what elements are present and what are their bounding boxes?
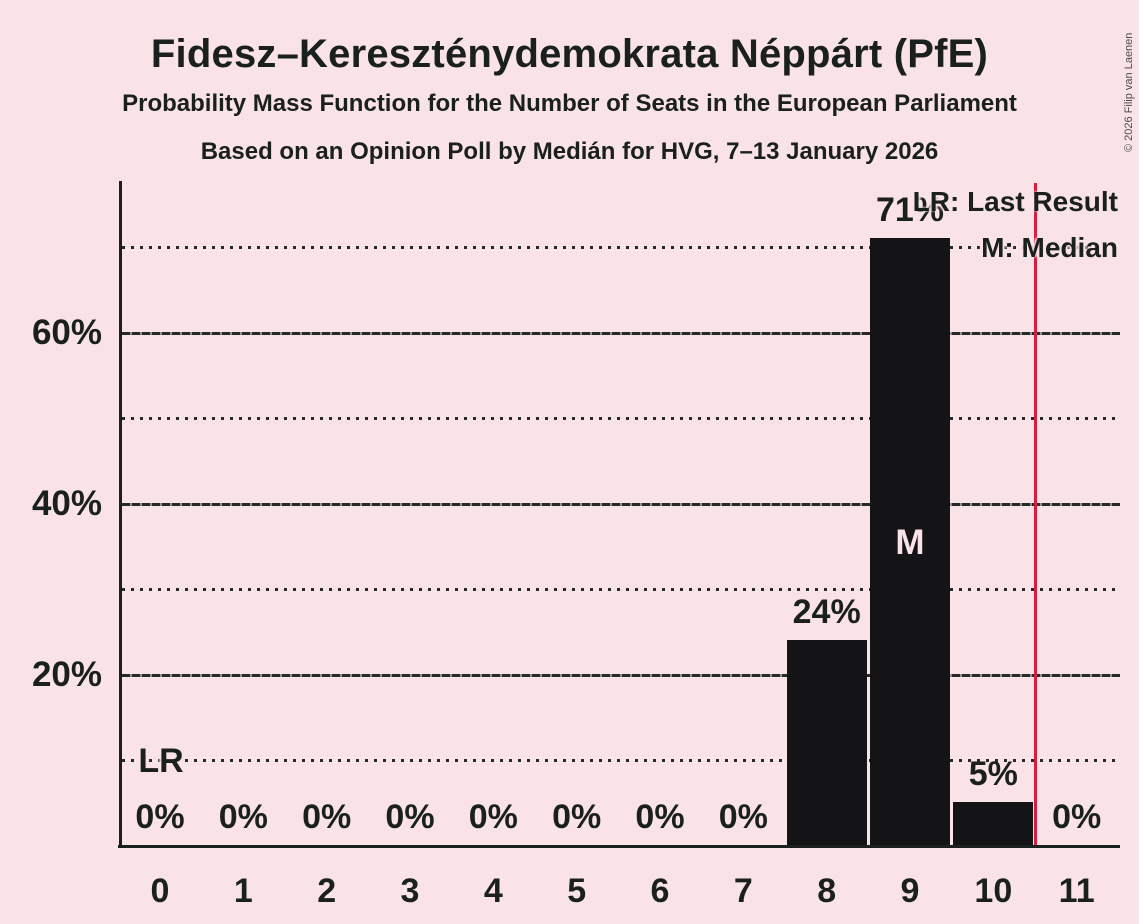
gridline-dotted-70 (122, 246, 1120, 249)
x-tick-label-9: 9 (900, 872, 920, 910)
copyright-notice: © 2026 Filip van Laenen (1123, 32, 1135, 152)
bar-value-label-10: 5% (968, 755, 1018, 794)
gridline-dotted-10 (122, 759, 1120, 762)
bar-seats-10 (953, 802, 1034, 846)
x-tick-label-6: 6 (650, 872, 670, 910)
last-result-marker-label: LR (138, 742, 184, 780)
legend-last-result: LR: Last Result (912, 186, 1118, 217)
chart-title: Fidesz–Kereszténydemokrata Néppárt (PfE) (150, 32, 989, 76)
gridline-solid-60 (122, 331, 1120, 335)
poll-info-line: Based on an Opinion Poll by Medián for H… (200, 138, 939, 165)
legend-median: M: Median (981, 232, 1118, 263)
bar-value-label-9: 71% (875, 190, 945, 229)
bar-value-label-3: 0% (385, 798, 435, 836)
last-result-line (1033, 183, 1037, 846)
x-tick-label-0: 0 (150, 872, 170, 910)
gridline-dotted-50 (122, 417, 1120, 420)
x-tick-label-4: 4 (483, 872, 503, 910)
bar-value-label-4: 0% (468, 798, 518, 836)
x-tick-label-1: 1 (233, 872, 253, 910)
bar-seats-9 (870, 237, 950, 846)
x-tick-label-5: 5 (567, 872, 587, 910)
y-axis-line (119, 181, 122, 848)
x-tick-label-10: 10 (974, 872, 1013, 910)
median-marker-label: M (895, 523, 925, 562)
x-tick-label-2: 2 (317, 872, 337, 910)
gridline-solid-20 (122, 673, 1120, 677)
bar-value-label-5: 0% (552, 798, 602, 836)
y-tick-label-60%: 60% (31, 313, 102, 352)
x-axis-line (118, 845, 1120, 848)
x-tick-label-7: 7 (733, 872, 753, 910)
bar-value-label-7: 0% (718, 798, 768, 836)
y-tick-label-20%: 20% (31, 655, 102, 694)
y-tick-label-40%: 40% (31, 484, 102, 523)
bar-value-label-11: 0% (1052, 798, 1102, 836)
chart-subtitle: Probability Mass Function for the Number… (122, 90, 1017, 117)
bar-value-label-0: 0% (135, 798, 185, 836)
bar-seats-8 (786, 639, 867, 846)
bar-value-label-1: 0% (218, 798, 268, 836)
x-tick-label-11: 11 (1058, 872, 1095, 910)
gridline-dotted-30 (122, 588, 1120, 591)
bar-value-label-8: 24% (792, 592, 861, 631)
x-tick-label-8: 8 (817, 872, 837, 910)
gridline-solid-40 (122, 502, 1120, 506)
bar-value-label-6: 0% (635, 798, 685, 836)
bar-value-label-2: 0% (302, 798, 352, 836)
x-tick-label-3: 3 (400, 872, 420, 910)
